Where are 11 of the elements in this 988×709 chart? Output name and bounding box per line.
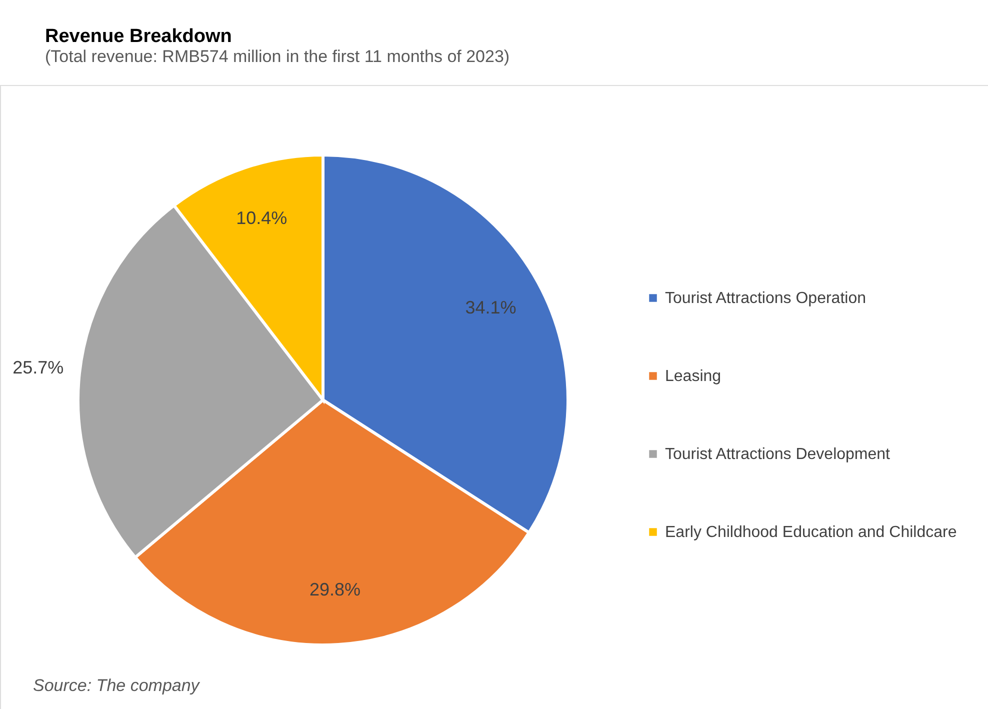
data-label: 29.8% [309, 580, 361, 600]
data-label: 34.1% [465, 297, 516, 318]
legend-label: Early Childhood Education and Childcare [665, 524, 957, 541]
legend-label: Leasing [665, 368, 722, 385]
chart-subtitle: (Total revenue: RMB574 million in the first 11 months of 2023) [45, 47, 510, 66]
source-note: Source: The company [33, 676, 201, 695]
data-label: 10.4% [236, 208, 288, 228]
data-label: 25.7% [12, 358, 64, 378]
chart-title: Revenue Breakdown [45, 26, 232, 47]
legend-label: Tourist Attractions Operation [665, 290, 866, 307]
legend-label: Tourist Attractions Development [665, 446, 891, 463]
